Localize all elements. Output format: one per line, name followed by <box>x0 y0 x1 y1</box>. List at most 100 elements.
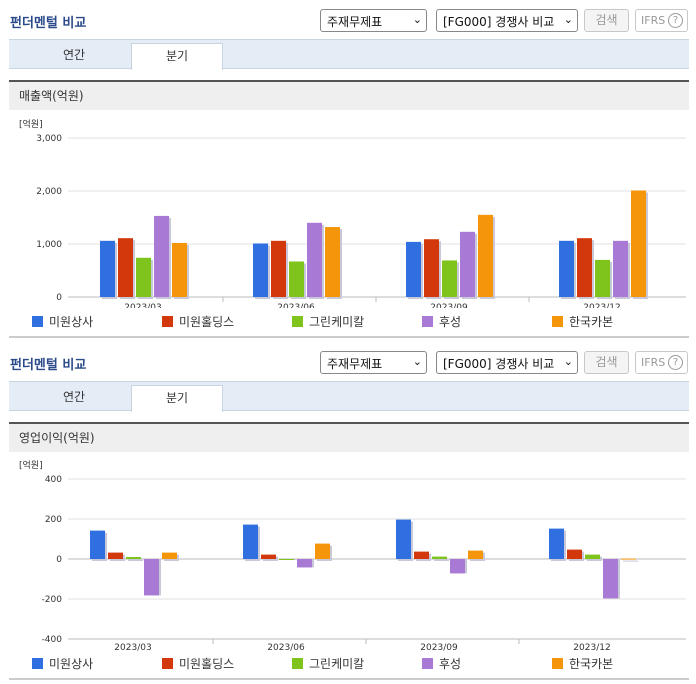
bar <box>126 557 141 559</box>
tab-quarter[interactable]: 분기 <box>131 43 223 70</box>
legend-swatch <box>32 658 43 669</box>
y-tick-label: -200 <box>42 595 63 605</box>
bar <box>253 243 268 297</box>
unit-label: [억원] <box>19 459 43 471</box>
bar <box>442 260 457 297</box>
x-tick-label: 2023/06 <box>277 303 315 308</box>
x-tick-label: 2023/09 <box>420 643 458 653</box>
statement-select-value: 주재무제표 <box>327 357 383 371</box>
help-icon: ? <box>668 355 683 370</box>
panel-title: 펀더멘털 비교 <box>10 358 87 373</box>
legend-item[interactable]: 그린케미칼 <box>292 655 364 672</box>
divider <box>9 678 689 680</box>
ifrs-help-button[interactable]: IFRS ? <box>635 9 688 32</box>
bar <box>289 261 304 297</box>
bar-shadow <box>623 560 638 562</box>
legend-swatch <box>422 316 433 327</box>
ifrs-help-button[interactable]: IFRS ? <box>635 351 688 374</box>
legend-label: 미원홀딩스 <box>179 315 235 329</box>
legend-item[interactable]: 한국카본 <box>552 655 613 672</box>
bar <box>118 238 133 297</box>
compare-select[interactable]: [FG000] 경쟁사 비교 ⌄ <box>436 9 578 32</box>
revenue-chart: [억원] 0 1,000 2,000 3,000 2023/03 2023/06 2023/0… <box>19 118 686 308</box>
legend-item[interactable]: 미원홀딩스 <box>162 313 234 330</box>
chart-legend: 미원상사 미원홀딩스 그린케미칼 후성 한국카본 <box>0 313 696 331</box>
bar-shadow <box>434 558 449 561</box>
bar <box>243 524 258 559</box>
search-button[interactable]: 검색 <box>584 351 629 374</box>
y-tick-label: 0 <box>56 293 62 303</box>
legend-item[interactable]: 미원상사 <box>32 655 93 672</box>
legend-item[interactable]: 한국카본 <box>552 313 613 330</box>
compare-select[interactable]: [FG000] 경쟁사 비교 ⌄ <box>436 351 578 374</box>
bar <box>90 530 105 559</box>
legend-item[interactable]: 미원홀딩스 <box>162 655 234 672</box>
bar <box>136 257 151 297</box>
legend-swatch <box>162 658 173 669</box>
statement-select[interactable]: 주재무제표 ⌄ <box>320 351 427 374</box>
tab-annual[interactable]: 연간 <box>62 48 86 62</box>
legend-label: 한국카본 <box>569 315 614 329</box>
statement-select-value: 주재무제표 <box>327 15 383 29</box>
legend-item[interactable]: 그린케미칼 <box>292 313 364 330</box>
x-tick-label: 2023/06 <box>267 643 305 653</box>
unit-label: [억원] <box>19 118 43 130</box>
x-tick-label: 2023/03 <box>124 303 161 308</box>
period-tabs: 연간 분기 <box>9 381 689 412</box>
ifrs-label: IFRS <box>641 356 666 369</box>
legend-label: 그린케미칼 <box>309 657 365 671</box>
y-tick-label: 3,000 <box>36 134 62 144</box>
bar <box>279 559 294 560</box>
statement-select[interactable]: 주재무제표 ⌄ <box>320 9 427 32</box>
bar <box>297 559 312 568</box>
legend-label: 미원홀딩스 <box>179 657 235 671</box>
legend-item[interactable]: 후성 <box>422 655 461 672</box>
legend-label: 미원상사 <box>49 315 94 329</box>
bar <box>271 240 286 297</box>
legend-swatch <box>552 316 563 327</box>
bar <box>603 559 618 599</box>
bar <box>414 551 429 559</box>
bar <box>595 259 610 297</box>
x-tick-label: 2023/12 <box>583 303 620 308</box>
legend-label: 후성 <box>439 657 462 671</box>
metric-title: 매출액(억원) <box>9 80 689 110</box>
tab-quarter[interactable]: 분기 <box>131 385 223 412</box>
panel-revenue: 펀더멘털 비교 주재무제표 ⌄ [FG000] 경쟁사 비교 ⌄ 검색 IFRS… <box>0 0 696 338</box>
bar <box>577 238 592 297</box>
bar <box>172 242 187 297</box>
legend-swatch <box>422 658 433 669</box>
legend-item[interactable]: 후성 <box>422 313 461 330</box>
bar <box>549 528 564 559</box>
y-tick-label: -400 <box>42 635 63 645</box>
bar <box>144 559 159 596</box>
x-tick-label: 2023/03 <box>114 643 151 653</box>
tab-annual[interactable]: 연간 <box>62 390 86 404</box>
chevron-down-icon: ⌄ <box>412 13 422 26</box>
legend-item[interactable]: 미원상사 <box>32 313 93 330</box>
period-tabs: 연간 분기 <box>9 39 689 70</box>
bar <box>162 552 177 559</box>
legend-label: 미원상사 <box>49 657 94 671</box>
bar <box>585 554 600 559</box>
help-icon: ? <box>668 13 683 28</box>
chevron-down-icon: ⌄ <box>563 13 573 26</box>
bar <box>261 554 276 559</box>
legend-label: 그린케미칼 <box>309 315 365 329</box>
bar <box>432 556 447 559</box>
legend-swatch <box>32 316 43 327</box>
bar <box>631 190 646 297</box>
bar <box>613 240 628 297</box>
bar <box>424 239 439 297</box>
legend-label: 한국카본 <box>569 657 614 671</box>
bar <box>450 559 465 574</box>
search-button[interactable]: 검색 <box>584 9 629 32</box>
panel-header: 펀더멘털 비교 주재무제표 ⌄ [FG000] 경쟁사 비교 ⌄ 검색 IFRS… <box>0 342 696 374</box>
y-tick-label: 200 <box>45 515 62 525</box>
y-tick-label: 2,000 <box>36 187 62 197</box>
bar <box>567 549 582 559</box>
bar <box>468 550 483 559</box>
panel-title: 펀더멘털 비교 <box>10 16 87 31</box>
chevron-down-icon: ⌄ <box>412 355 422 368</box>
bar <box>307 222 322 297</box>
